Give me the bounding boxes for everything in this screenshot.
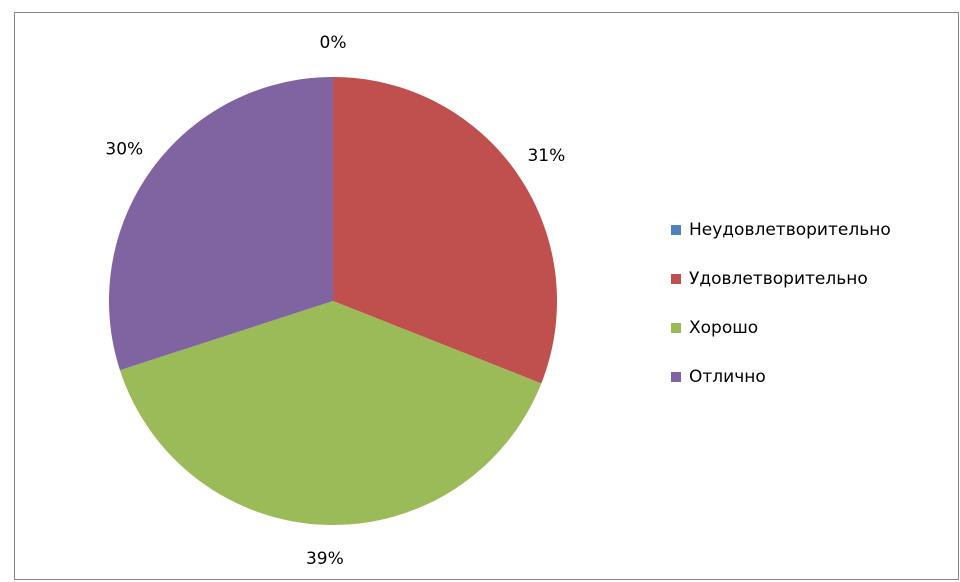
legend-swatch xyxy=(671,225,681,235)
data-label: 0% xyxy=(320,33,347,53)
legend-label: Отлично xyxy=(689,367,766,387)
legend-label: Удовлетворительно xyxy=(689,269,868,289)
legend-swatch xyxy=(671,323,681,333)
data-label: 31% xyxy=(527,146,565,166)
legend-swatch xyxy=(671,372,681,382)
data-label: 39% xyxy=(306,549,344,569)
pie-slice xyxy=(108,77,333,371)
legend-label: Неудовлетворительно xyxy=(689,220,891,240)
pie-slice xyxy=(333,77,557,384)
legend-label: Хорошо xyxy=(689,318,758,338)
data-label: 30% xyxy=(105,139,143,159)
legend-swatch xyxy=(671,274,681,284)
pie-slice xyxy=(119,301,542,526)
